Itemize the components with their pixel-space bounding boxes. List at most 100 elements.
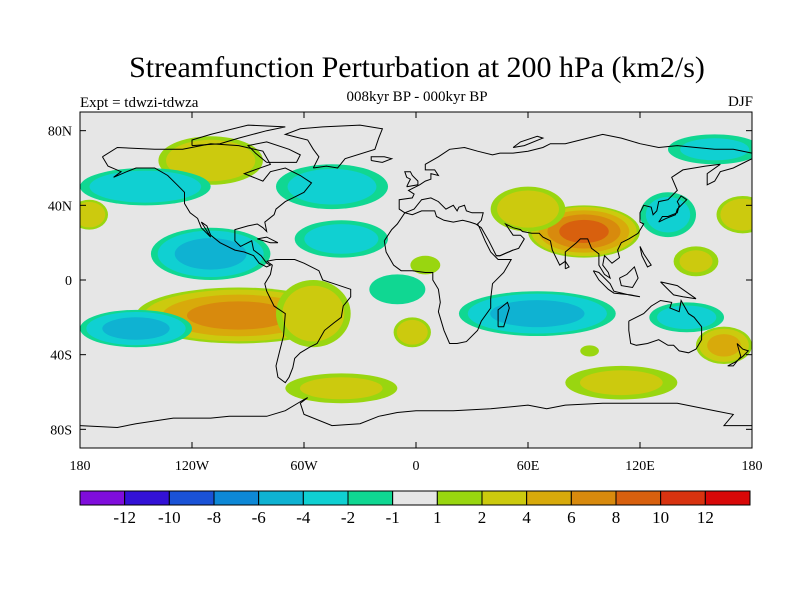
anomaly-indian-ocean-small-high <box>580 345 599 357</box>
coastline-indonesia <box>592 270 641 298</box>
anomaly-east-asia-low <box>640 192 696 238</box>
x-tick-label: 180 <box>70 459 91 474</box>
colorbar-swatch <box>258 490 304 506</box>
contour-band <box>287 168 377 205</box>
colorbar-label: -12 <box>113 508 136 527</box>
axis-ticks: 180 120W 60W 0 60E 120E 180 80N 40N 0 40S 80S <box>48 112 763 474</box>
contour-band <box>166 139 256 182</box>
contour-band <box>282 285 345 342</box>
anomaly-south-atlantic-east-high <box>393 317 431 348</box>
colorbar-swatch <box>347 490 394 506</box>
y-tick-label: 80N <box>48 125 72 140</box>
colorbar-label: -1 <box>386 508 400 527</box>
y-tick-label: 40S <box>50 349 72 364</box>
x-tick-label: 180 <box>742 459 763 474</box>
y-tick-label: 40N <box>48 199 72 214</box>
coastline-sri-lanka <box>564 259 570 270</box>
colorbar-swatch <box>392 490 438 506</box>
anomaly-atlantic-tropical-low <box>294 220 389 258</box>
anomaly-south-atlantic-high <box>285 373 398 404</box>
coastline-iceland <box>370 156 394 163</box>
coastline-arabia-inner <box>496 249 514 257</box>
coastline-japan <box>658 195 688 223</box>
contour-band <box>720 198 752 231</box>
colorbar-label: 6 <box>567 508 576 527</box>
plot-subtitle: 008kyr BP - 000kyr BP <box>346 89 488 105</box>
contour-band <box>707 334 741 357</box>
contour-band <box>369 274 426 305</box>
coastline-cuba <box>257 236 279 244</box>
coastline-new-zealand <box>727 343 750 367</box>
contour-band <box>396 319 428 345</box>
coastline-new-guinea <box>660 281 697 300</box>
colorbar-swatch <box>615 490 662 506</box>
colorbar-label: 1 <box>433 508 442 527</box>
anomaly-nw-atlantic-low <box>276 164 388 210</box>
coastline-arctic-islands <box>191 124 286 147</box>
contour-band <box>580 345 599 357</box>
contour-band <box>102 317 170 340</box>
anomaly-west-atlantic-tropics <box>369 274 426 305</box>
anomaly-dateline-west-high <box>716 196 752 234</box>
colorbar-swatch <box>124 490 170 506</box>
colorbar: -12 -10 -8 -6 -4 -2 -1 1 2 4 6 8 10 12 <box>79 490 751 527</box>
anomaly-sw-pacific-low <box>80 309 192 348</box>
anomaly-south-indian-high <box>565 365 678 400</box>
colorbar-swatch <box>481 490 528 506</box>
contour-band <box>497 190 559 228</box>
contour-band <box>186 301 291 330</box>
contour-band <box>304 224 379 254</box>
colorbar-label: -8 <box>207 508 221 527</box>
coastline-philippines <box>639 246 652 268</box>
coastline-australia <box>628 299 703 354</box>
coastline-antarctica <box>80 397 752 429</box>
anomaly-indian-ocean-low <box>458 291 616 336</box>
coastline-borneo <box>619 265 639 289</box>
x-tick-label: 120W <box>175 459 210 474</box>
anomaly-tropical-pacific-low <box>150 227 271 280</box>
colorbar-label: -4 <box>296 508 311 527</box>
y-tick-label: 80S <box>50 423 72 438</box>
anomaly-central-africa-high <box>410 255 441 275</box>
contour-band <box>299 377 383 400</box>
coastline-north-america <box>101 143 313 268</box>
anomaly-north-pacific-low <box>80 168 211 206</box>
colorbar-label: -10 <box>158 508 181 527</box>
x-tick-label: 60E <box>517 459 540 474</box>
colorbar-swatch <box>436 490 483 506</box>
coastline-madagascar <box>497 301 510 328</box>
colorbar-label: 12 <box>697 508 714 527</box>
anomaly-australia-east-high <box>696 326 752 365</box>
experiment-label: Expt = tdwzi-tdwza <box>80 95 199 111</box>
colorbar-label: 8 <box>612 508 621 527</box>
colorbar-label: 2 <box>478 508 487 527</box>
contour-band <box>559 219 609 244</box>
coastline-africa-eurasia <box>383 133 752 344</box>
colorbar-label: -6 <box>252 508 266 527</box>
contour-band <box>579 370 663 396</box>
colorbar-swatch <box>168 490 215 506</box>
coastline-greenland <box>283 124 384 169</box>
contour-band <box>80 201 106 228</box>
coastlines <box>80 124 752 429</box>
anomaly-dateline-east-high <box>80 199 108 230</box>
colorbar-swatch <box>570 490 617 506</box>
anomaly-north-africa-high <box>490 186 566 232</box>
contour-band <box>679 250 713 273</box>
colorbar-label: -2 <box>341 508 355 527</box>
colorbar-swatch <box>302 490 349 506</box>
colorbar-swatch <box>79 490 126 506</box>
coastline-svalbard-zemlya <box>512 135 545 148</box>
y-tick-label: 0 <box>65 274 72 289</box>
contour-field <box>80 134 752 404</box>
contour-band <box>174 238 247 270</box>
colorbar-label: 4 <box>522 508 531 527</box>
anomaly-tasman-low <box>649 302 725 333</box>
contour-band <box>89 170 202 203</box>
colorbar-label: 10 <box>652 508 669 527</box>
coastline-uk <box>404 171 419 188</box>
season-label: DJF <box>727 94 753 110</box>
contour-band <box>410 255 441 275</box>
anomaly-south-america-high <box>276 280 351 348</box>
